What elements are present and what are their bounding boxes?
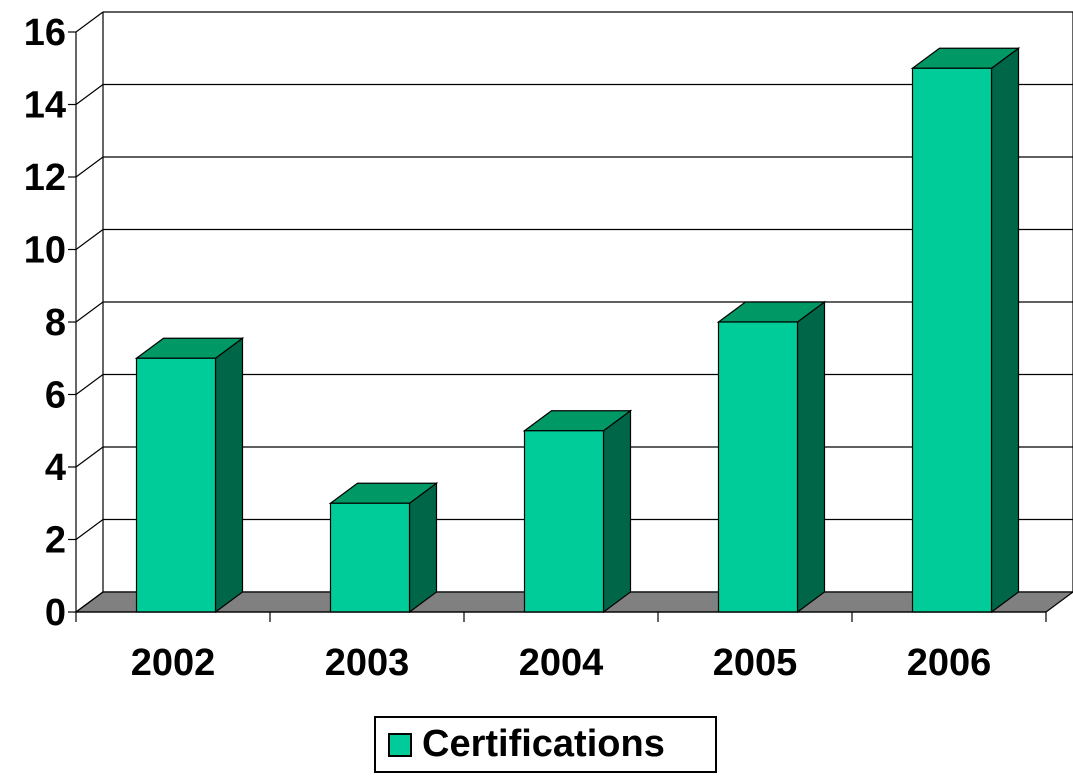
bar [134, 337, 245, 614]
plot-background [102, 11, 1073, 593]
bar-front [717, 321, 799, 613]
bars [134, 47, 1021, 614]
y-depth-line [75, 229, 104, 250]
legend: Certifications [374, 716, 717, 773]
y-depth-line [75, 11, 104, 33]
bar-side [214, 337, 244, 614]
y-depth-line [75, 301, 104, 323]
y-depth-line [75, 374, 104, 395]
x-tick-label: 2004 [519, 642, 604, 684]
bar [522, 409, 633, 614]
bar-front [329, 502, 411, 613]
bar-front [911, 67, 993, 613]
bar-side [602, 409, 632, 614]
y-depth-line [75, 156, 104, 178]
axes: 0 2 4 6 8 10 12 14 16 2002 2003 2004 2005 2006 [24, 11, 1047, 684]
y-depth-line [75, 84, 104, 105]
x-tick-label: 2002 [131, 642, 216, 684]
y-depth-line [75, 446, 104, 468]
bar-side [990, 47, 1020, 614]
bar-side [796, 300, 826, 614]
x-tick-label: 2003 [325, 642, 410, 684]
y-tick-label: 6 [45, 375, 66, 417]
y-tick-label: 16 [24, 12, 66, 54]
y-depth-line [75, 519, 104, 540]
y-tick-label: 12 [24, 157, 66, 199]
bar-front [135, 357, 217, 613]
x-tick-label: 2006 [907, 642, 992, 684]
y-tick-label: 0 [45, 592, 66, 634]
y-depth-line [75, 591, 104, 613]
y-tick-label: 4 [45, 447, 66, 489]
y-tick-label: 14 [24, 85, 66, 127]
y-tick-label: 10 [24, 230, 66, 272]
bar [328, 482, 439, 614]
bar-side [408, 482, 438, 614]
bar [910, 47, 1021, 614]
y-tick-label: 2 [45, 520, 66, 562]
x-tick-label: 2005 [713, 642, 798, 684]
legend-swatch [388, 732, 412, 757]
y-tick-label: 8 [45, 302, 66, 344]
bar [716, 300, 827, 614]
bar-front [523, 430, 605, 613]
legend-label: Certifications [422, 723, 665, 765]
